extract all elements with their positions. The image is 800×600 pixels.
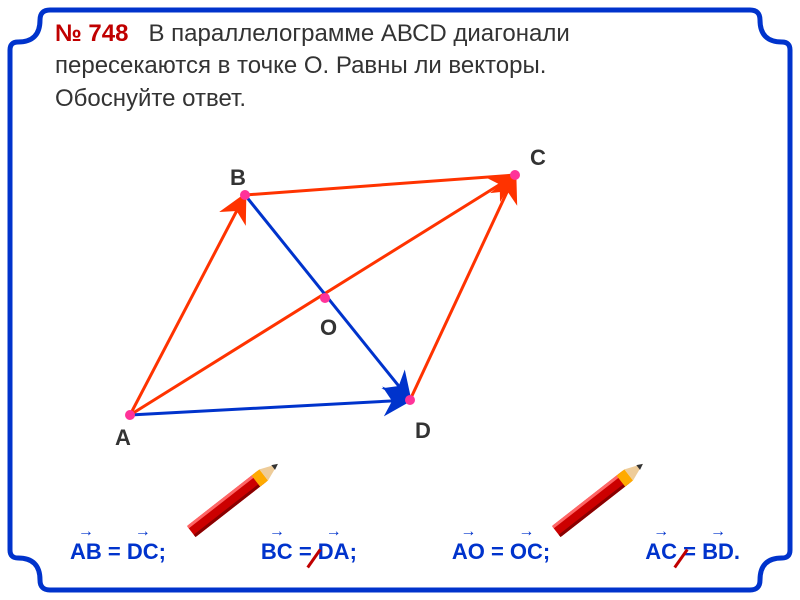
problem-line-1: В параллелограмме АВСD диагонали [148, 20, 569, 47]
edge-AD [130, 400, 410, 415]
equations-row: AB = DC; BC = DA; AO = OC; AC = BD. [70, 539, 740, 565]
equation-3: AO = OC; [452, 539, 550, 565]
point-C [510, 170, 520, 180]
vec-BD: BD [702, 539, 734, 565]
vec-DA: DA [318, 539, 350, 565]
edge-AB [130, 195, 245, 415]
vec-AB: AB [70, 539, 102, 565]
label-O: О [320, 315, 337, 341]
point-A [125, 410, 135, 420]
vec-BC: BC [261, 539, 293, 565]
point-O [320, 293, 330, 303]
label-B: В [230, 165, 246, 191]
edge-BC [245, 175, 515, 195]
vec-AO: AO [452, 539, 485, 565]
label-C: С [530, 145, 546, 171]
problem-text: № 748 В параллелограмме АВСD диагонали п… [55, 18, 745, 115]
problem-number: № 748 [55, 20, 128, 47]
vec-DC: DC [127, 539, 159, 565]
vec-OC: OC [510, 539, 543, 565]
point-D [405, 395, 415, 405]
label-D: D [415, 418, 431, 444]
vec-AC: AC [645, 539, 677, 565]
problem-line-3: Обоснуйте ответ. [55, 85, 246, 112]
label-A: А [115, 425, 131, 451]
diagram-svg [60, 140, 600, 450]
equation-1: AB = DC; [70, 539, 166, 565]
parallelogram-diagram: А В С D О [60, 140, 600, 440]
equation-4: AC = BD. [645, 539, 740, 565]
point-B [240, 190, 250, 200]
problem-line-2: пересекаются в точке О. Равны ли векторы… [55, 52, 546, 79]
